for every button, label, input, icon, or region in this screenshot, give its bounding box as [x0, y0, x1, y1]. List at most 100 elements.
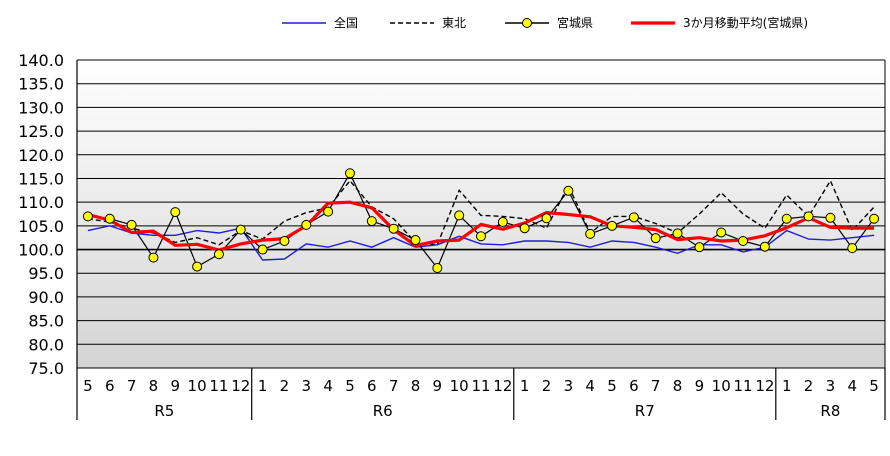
series-point-miyagi — [279, 236, 290, 247]
series-point-miyagi — [323, 206, 334, 217]
series-point-miyagi — [694, 242, 705, 253]
series-point-miyagi — [344, 168, 355, 179]
x-tick-label: 12 — [755, 377, 774, 395]
x-tick-label: 4 — [585, 377, 595, 395]
series-point-miyagi — [585, 228, 596, 239]
x-tick-label: 9 — [433, 377, 443, 395]
series-point-miyagi — [432, 263, 443, 274]
x-tick-label: 6 — [105, 377, 115, 395]
series-point-miyagi — [738, 236, 749, 247]
y-tick-label: 95.0 — [28, 264, 64, 283]
x-tick-label: 7 — [389, 377, 399, 395]
series-point-miyagi — [301, 219, 312, 230]
plot-area — [77, 60, 885, 368]
series-point-miyagi — [148, 252, 159, 263]
x-group-label: R5 — [154, 402, 174, 420]
x-tick-label: 5 — [345, 377, 355, 395]
legend-item-moving-average: 3か月移動平均(宮城県) — [683, 15, 808, 30]
series-point-miyagi — [781, 213, 792, 224]
series-point-miyagi — [650, 233, 661, 244]
x-group-label: R6 — [373, 402, 393, 420]
x-tick-label: 5 — [607, 377, 617, 395]
series-point-miyagi — [126, 219, 137, 230]
series-point-miyagi — [257, 244, 268, 255]
series-point-miyagi — [170, 207, 181, 218]
series-point-miyagi — [192, 261, 203, 272]
x-tick-label: 2 — [804, 377, 814, 395]
x-tick-label: 9 — [170, 377, 180, 395]
x-tick-label: 2 — [542, 377, 552, 395]
series-point-miyagi — [454, 210, 465, 221]
series-point-miyagi — [213, 249, 224, 260]
y-tick-label: 100.0 — [18, 241, 64, 260]
series-point-miyagi — [759, 241, 770, 252]
x-tick-label: 9 — [695, 377, 705, 395]
y-tick-label: 115.0 — [18, 169, 64, 188]
series-point-miyagi — [869, 213, 880, 224]
x-tick-label: 5 — [869, 377, 879, 395]
series-point-miyagi — [519, 223, 530, 234]
series-point-miyagi — [476, 231, 486, 242]
y-tick-label: 120.0 — [18, 146, 64, 165]
x-tick-label: 11 — [734, 377, 753, 395]
x-tick-label: 3 — [564, 377, 574, 395]
x-tick-label: 8 — [673, 377, 683, 395]
x-group-label: R8 — [820, 402, 840, 420]
series-point-miyagi — [235, 224, 246, 235]
series-point-miyagi — [497, 217, 508, 228]
x-tick-label: 1 — [520, 377, 530, 395]
x-tick-label: 10 — [712, 377, 731, 395]
x-tick-label: 7 — [651, 377, 661, 395]
x-tick-label: 10 — [450, 377, 469, 395]
series-point-miyagi — [803, 211, 814, 222]
series-point-miyagi — [847, 243, 858, 254]
y-tick-label: 130.0 — [18, 98, 64, 117]
legend-marker — [522, 18, 532, 28]
x-tick-label: 12 — [231, 377, 250, 395]
y-tick-label: 105.0 — [18, 217, 64, 236]
x-tick-label: 4 — [847, 377, 857, 395]
series-point-miyagi — [716, 227, 727, 238]
series-point-miyagi — [825, 212, 836, 223]
legend-item-tohoku: 東北 — [442, 16, 466, 30]
series-point-miyagi — [541, 213, 552, 224]
x-tick-label: 3 — [826, 377, 836, 395]
x-tick-label: 12 — [493, 377, 512, 395]
x-tick-label: 8 — [149, 377, 159, 395]
series-line-tohoku — [87, 179, 875, 246]
x-tick-label: 5 — [83, 377, 93, 395]
y-tick-label: 85.0 — [28, 312, 64, 331]
x-tick-label: 10 — [188, 377, 207, 395]
x-tick-label: 8 — [411, 377, 421, 395]
series-point-miyagi — [628, 212, 639, 223]
legend-item-national: 全国 — [334, 15, 358, 30]
y-tick-label: 125.0 — [18, 122, 64, 141]
y-tick-label: 135.0 — [18, 75, 64, 94]
legend-item-miyagi: 宮城県 — [557, 15, 593, 30]
x-tick-label: 3 — [302, 377, 312, 395]
y-tick-label: 75.0 — [28, 359, 64, 378]
x-tick-label: 11 — [209, 377, 228, 395]
x-tick-label: 6 — [629, 377, 639, 395]
x-tick-label: 7 — [127, 377, 137, 395]
series-point-miyagi — [104, 213, 115, 224]
series-point-miyagi — [388, 223, 399, 234]
x-tick-label: 1 — [258, 377, 268, 395]
series-line-national — [87, 225, 875, 261]
series-point-miyagi — [410, 235, 421, 246]
series-point-miyagi — [607, 220, 618, 231]
y-tick-label: 140.0 — [18, 51, 64, 70]
y-tick-label: 90.0 — [28, 288, 64, 307]
series-point-miyagi — [366, 216, 377, 227]
x-tick-label: 4 — [323, 377, 333, 395]
x-tick-label: 11 — [471, 377, 490, 395]
series-point-miyagi — [82, 211, 93, 222]
x-group-label: R7 — [635, 402, 655, 420]
series-point-miyagi — [672, 228, 683, 239]
series-point-miyagi — [563, 185, 574, 196]
x-tick-label: 1 — [782, 377, 792, 395]
x-tick-label: 2 — [280, 377, 290, 395]
y-tick-label: 110.0 — [18, 193, 64, 212]
